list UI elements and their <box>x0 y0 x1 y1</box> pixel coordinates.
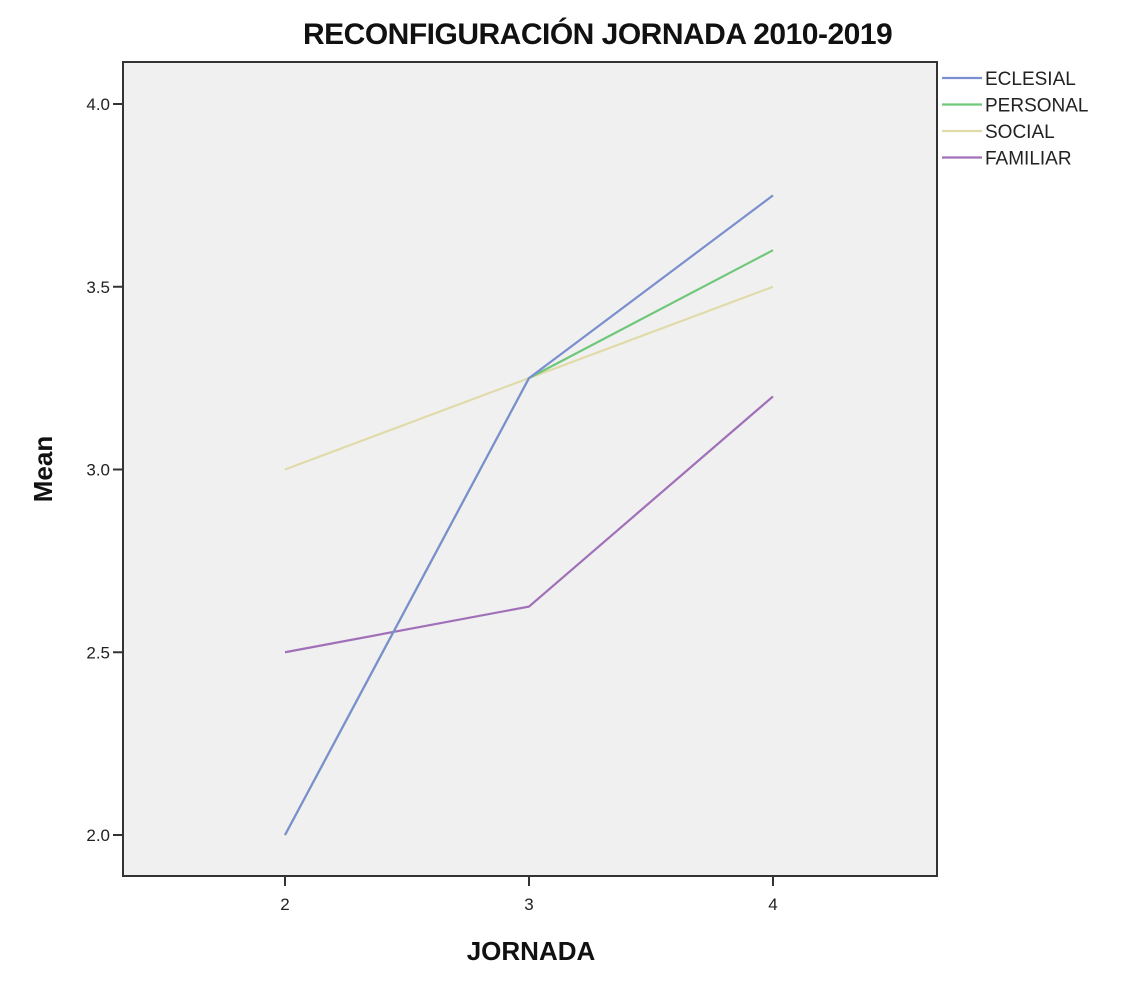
legend-label: FAMILIAR <box>985 149 1072 170</box>
legend-item-eclesial: ECLESIAL <box>942 69 1076 90</box>
y-tick-label: 2.5 <box>86 643 110 662</box>
series-lines <box>284 194 774 836</box>
legend-item-personal: PERSONAL <box>942 96 1088 117</box>
y-tick-label: 3.5 <box>86 278 110 297</box>
plot-area <box>122 61 938 877</box>
legend-label: ECLESIAL <box>985 69 1076 90</box>
x-tick-label: 3 <box>524 895 533 914</box>
y-tick-label: 3.0 <box>86 461 110 480</box>
chart-title: RECONFIGURACIÓN JORNADA 2010-2019 <box>303 18 893 51</box>
y-tick-label: 2.0 <box>86 826 110 845</box>
x-tick-label: 4 <box>768 895 777 914</box>
legend-label: PERSONAL <box>985 96 1088 117</box>
series-line-familiar <box>284 395 774 654</box>
series-line-eclesial <box>284 194 774 836</box>
legend-label: SOCIAL <box>985 122 1055 143</box>
y-axis: 2.0 2.5 3.0 3.5 4.0 <box>86 95 123 845</box>
x-tick-label: 2 <box>280 895 289 914</box>
x-axis: 2 3 4 <box>280 876 778 914</box>
y-axis-title: Mean <box>28 436 58 502</box>
x-axis-title: JORNADA <box>467 936 596 966</box>
legend-item-familiar: FAMILIAR <box>942 149 1072 170</box>
legend-item-social: SOCIAL <box>942 122 1055 143</box>
y-tick-label: 4.0 <box>86 95 110 114</box>
legend: ECLESIAL PERSONAL SOCIAL FAMILIAR <box>942 69 1088 170</box>
